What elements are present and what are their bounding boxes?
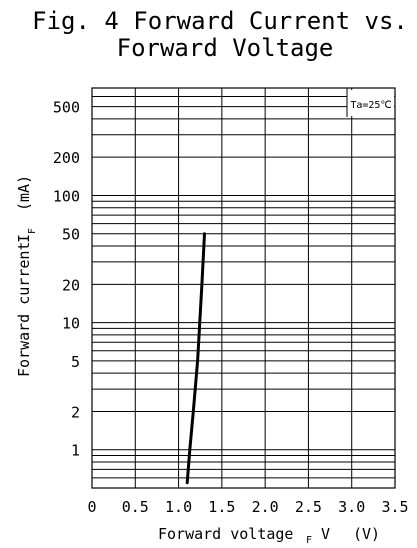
x-axis-label-unit: (V) bbox=[353, 525, 380, 543]
x-axis-label-subscript: F bbox=[306, 535, 312, 546]
y-tick-label: 100 bbox=[53, 187, 80, 205]
y-tick-label: 50 bbox=[62, 226, 80, 244]
x-tick-label: 1.0 bbox=[165, 498, 192, 516]
x-tick-label: 2.0 bbox=[252, 498, 279, 516]
y-tick-label: 10 bbox=[62, 315, 80, 333]
y-axis-label: Forward current bbox=[15, 242, 33, 377]
chart-subtitle: Forward Voltage bbox=[117, 34, 334, 62]
y-tick-label: 500 bbox=[53, 99, 80, 117]
x-axis-label-variable: V bbox=[321, 525, 330, 543]
y-tick-label: 200 bbox=[53, 149, 80, 167]
plot-frame bbox=[91, 87, 396, 489]
x-tick-label: 0.5 bbox=[122, 498, 149, 516]
x-tick-label: 1.5 bbox=[208, 498, 235, 516]
y-tick-label: 20 bbox=[62, 276, 80, 294]
annotation-bg bbox=[347, 90, 394, 116]
y-tick-label: 1 bbox=[71, 442, 80, 460]
annotation-text: Ta=25℃ bbox=[350, 100, 391, 111]
y-tick-label: 5 bbox=[71, 353, 80, 371]
y-axis-label-unit: (mA) bbox=[15, 175, 33, 211]
x-tick-label: 0 bbox=[87, 498, 96, 516]
chart-title: Fig. 4 Forward Current vs. bbox=[32, 7, 408, 35]
y-axis-label-variable: I bbox=[15, 234, 33, 243]
x-tick-label: 3.0 bbox=[338, 498, 365, 516]
x-axis-label: Forward voltage bbox=[158, 525, 293, 543]
x-tick-label: 3.5 bbox=[381, 498, 408, 516]
y-axis-label-subscript: F bbox=[27, 228, 38, 234]
series-line bbox=[185, 232, 206, 485]
x-tick-label: 2.5 bbox=[295, 498, 322, 516]
y-tick-label: 2 bbox=[71, 403, 80, 421]
